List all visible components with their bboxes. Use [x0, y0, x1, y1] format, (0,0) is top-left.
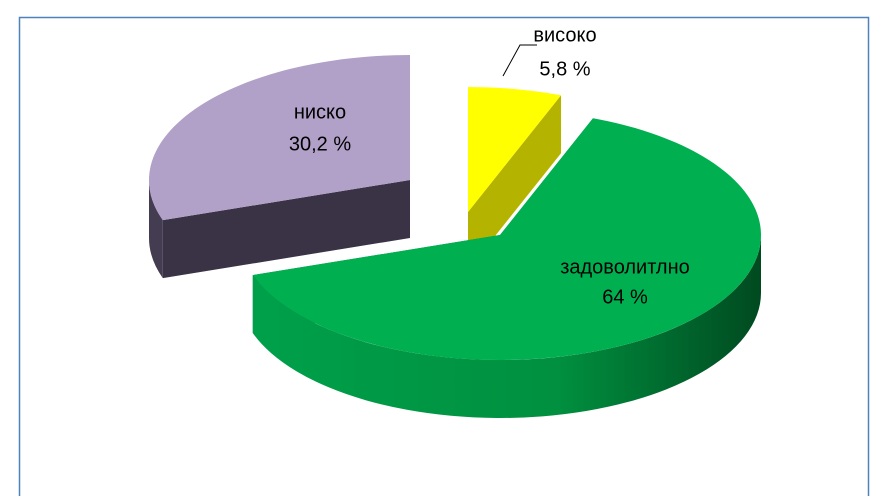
slice-value-label: 30,2 %	[289, 133, 351, 155]
slice-side	[149, 180, 163, 279]
slice-value-label: 5,8 %	[539, 58, 590, 80]
slice-label: ниско	[294, 101, 346, 123]
slice-label: високо	[533, 24, 596, 46]
slice-side	[252, 235, 761, 418]
slice	[468, 87, 562, 270]
slice-face	[468, 95, 562, 270]
pie	[149, 55, 761, 418]
slice-top	[149, 55, 410, 221]
slice-value-label: 64 %	[602, 286, 648, 308]
slice	[252, 118, 761, 418]
slice-top	[252, 118, 761, 360]
slice-top	[468, 87, 562, 212]
slice-face	[162, 180, 410, 279]
slice-label: задоволитлно	[560, 256, 690, 278]
slice	[149, 55, 410, 279]
leader-line	[502, 44, 537, 77]
